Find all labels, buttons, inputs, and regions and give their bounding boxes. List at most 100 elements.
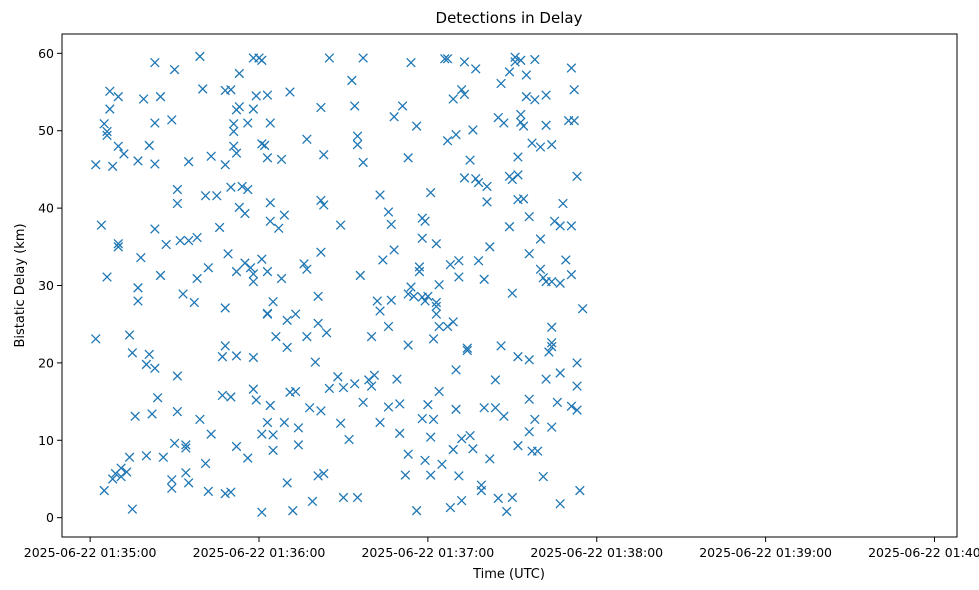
data-point — [546, 422, 557, 432]
data-point — [172, 371, 183, 381]
x-tick-label: 2025-06-22 01:38:00 — [530, 545, 663, 560]
data-point — [338, 382, 349, 393]
data-point — [546, 341, 557, 352]
data-point — [167, 483, 177, 494]
data-point — [217, 351, 228, 362]
data-point — [518, 121, 529, 131]
data-point — [425, 187, 436, 198]
data-point — [172, 198, 183, 209]
data-point — [510, 52, 520, 62]
data-point — [425, 470, 436, 480]
data-point — [240, 208, 250, 219]
data-point — [133, 283, 143, 293]
data-point — [513, 170, 523, 180]
data-point — [442, 321, 453, 332]
data-point — [507, 288, 518, 298]
data-point — [566, 269, 577, 280]
data-point — [383, 402, 394, 412]
data-point — [265, 197, 276, 208]
data-point — [411, 505, 422, 516]
data-point — [262, 417, 273, 428]
data-point — [451, 129, 461, 140]
data-point — [155, 270, 166, 281]
data-point — [282, 478, 292, 488]
data-point — [99, 119, 109, 129]
data-point — [504, 67, 515, 77]
data-point — [335, 220, 346, 230]
data-point — [445, 259, 456, 270]
data-point — [369, 370, 380, 381]
data-point — [499, 411, 509, 422]
data-point — [423, 291, 433, 302]
data-point — [451, 365, 461, 375]
data-point — [96, 220, 107, 230]
data-point — [127, 348, 138, 358]
data-point — [271, 331, 281, 342]
data-point — [440, 54, 450, 64]
data-point — [470, 173, 481, 184]
data-point — [555, 498, 565, 509]
data-point — [318, 468, 329, 479]
data-point — [279, 210, 290, 220]
data-point — [535, 142, 546, 152]
data-point — [544, 347, 554, 357]
data-point — [268, 296, 278, 307]
data-point — [228, 141, 239, 151]
data-point — [116, 463, 126, 473]
data-point — [566, 221, 577, 231]
data-point — [431, 238, 442, 249]
data-point — [420, 455, 430, 466]
data-point — [285, 87, 295, 97]
data-point — [273, 223, 284, 233]
data-point — [228, 119, 239, 129]
data-point — [546, 338, 557, 348]
data-point — [425, 432, 436, 442]
data-point — [518, 194, 529, 204]
data-point — [456, 495, 467, 506]
data-point — [226, 84, 236, 95]
data-point — [265, 400, 276, 411]
data-point — [482, 181, 492, 192]
data-point — [352, 492, 363, 503]
data-point — [257, 139, 267, 149]
data-point — [454, 272, 464, 282]
data-point — [403, 153, 413, 163]
data-point — [442, 136, 453, 146]
data-points — [91, 51, 588, 517]
data-point — [321, 327, 332, 338]
data-point — [552, 397, 563, 408]
data-point — [231, 266, 242, 277]
data-point — [172, 184, 183, 195]
data-point — [293, 440, 304, 450]
data-point — [268, 430, 278, 440]
data-point — [479, 274, 489, 285]
data-point — [383, 207, 394, 217]
data-point — [344, 434, 354, 445]
data-point — [248, 104, 259, 114]
data-point — [524, 426, 534, 437]
data-point — [538, 273, 549, 283]
data-point — [448, 444, 458, 455]
data-point — [566, 63, 577, 73]
data-point — [375, 306, 385, 316]
data-point — [262, 90, 273, 100]
data-point — [133, 296, 143, 306]
data-point — [313, 471, 323, 481]
data-point — [527, 138, 537, 148]
data-point — [192, 273, 202, 284]
data-point — [462, 345, 473, 356]
data-point — [555, 278, 565, 288]
data-point — [414, 266, 425, 277]
data-point — [119, 149, 129, 159]
data-point — [226, 487, 236, 497]
data-point — [172, 406, 183, 417]
data-point — [504, 221, 515, 232]
data-point — [113, 91, 124, 102]
data-point — [302, 134, 312, 145]
data-point — [161, 239, 171, 250]
data-point — [521, 70, 532, 80]
data-point — [577, 303, 588, 314]
data-point — [572, 358, 582, 368]
data-point — [257, 507, 267, 517]
